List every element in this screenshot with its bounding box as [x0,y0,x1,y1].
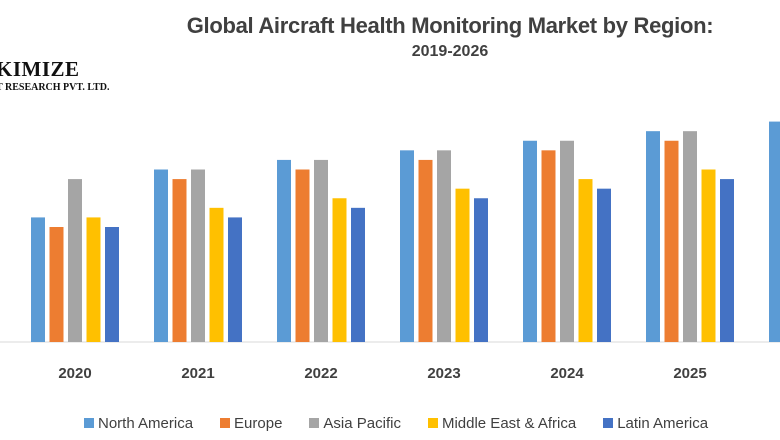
bar-2022-asia-pacific [314,159,328,342]
bar-2020-latin-america [105,227,119,342]
bar-2023-asia-pacific [437,150,451,342]
bar-2025-europe [664,140,679,342]
bar-2021-latin-america [228,217,242,342]
bar-2022-middle-east-africa [332,198,347,342]
legend-item: Asia Pacific [309,415,401,432]
logo-text: KIMIZE [0,57,80,81]
logo-subtext: T RESEARCH PVT. LTD. [0,82,110,93]
bar-2024-middle-east-africa [578,179,593,342]
bar-2024-north-america [523,140,537,342]
legend-label: Europe [234,414,283,432]
legend: North America Europe Asia Pacific Middle Ea… [84,413,735,433]
x-tick-label: 2023 [427,365,460,382]
bar-2023-north-america [400,150,414,342]
bar-2022-europe [295,169,310,342]
legend-label: North America [98,414,194,432]
legend-swatch [220,418,231,428]
bar-2023-latin-america [474,198,488,342]
bar-2022-latin-america [351,207,365,342]
legend-swatch [309,418,320,428]
bar-2020-middle-east-africa [86,217,101,342]
bar-2020-europe [49,227,64,342]
legend-label: Middle East & Africa [441,414,577,432]
legend-item: North America [84,415,193,432]
bar-2020-north-america [31,217,45,342]
bar-2024-europe [541,150,556,342]
x-tick-label: 2020 [58,365,91,382]
x-tick-label: 2024 [550,365,584,382]
legend-item: Europe [220,415,282,432]
legend-item: Latin America [603,415,708,432]
chart-subtitle: 2019-2026 [411,43,489,60]
bar-2022-north-america [277,159,291,342]
bar-2024-latin-america [597,188,611,342]
legend-label: Latin America [617,414,709,432]
bar-2025-latin-america [720,179,734,342]
x-tick-label: 2021 [181,365,214,382]
bar-2025-asia-pacific [683,131,697,342]
legend-item: Middle East & Africa [427,414,577,432]
legend-swatch [84,418,94,428]
legend-swatch [427,418,438,428]
bar-2020-asia-pacific [68,179,82,342]
legend-swatch [603,418,614,428]
bar-2021-middle-east-africa [209,207,224,342]
bar-2026-north-america [769,121,780,342]
x-tick-label: 2025 [673,365,706,382]
bar-2025-north-america [646,131,660,342]
chart-title: Global Aircraft Health Monitoring Market… [186,13,714,38]
bar-2021-europe [172,179,187,342]
bar-2021-asia-pacific [191,169,205,342]
bar-2024-asia-pacific [560,140,574,342]
bar-2021-north-america [154,169,168,342]
x-tick-label: 2022 [304,365,337,382]
bar-2025-middle-east-africa [701,169,716,342]
bar-2023-europe [418,159,433,342]
bar-2023-middle-east-africa [455,188,470,342]
legend-label: Asia Pacific [323,414,401,432]
